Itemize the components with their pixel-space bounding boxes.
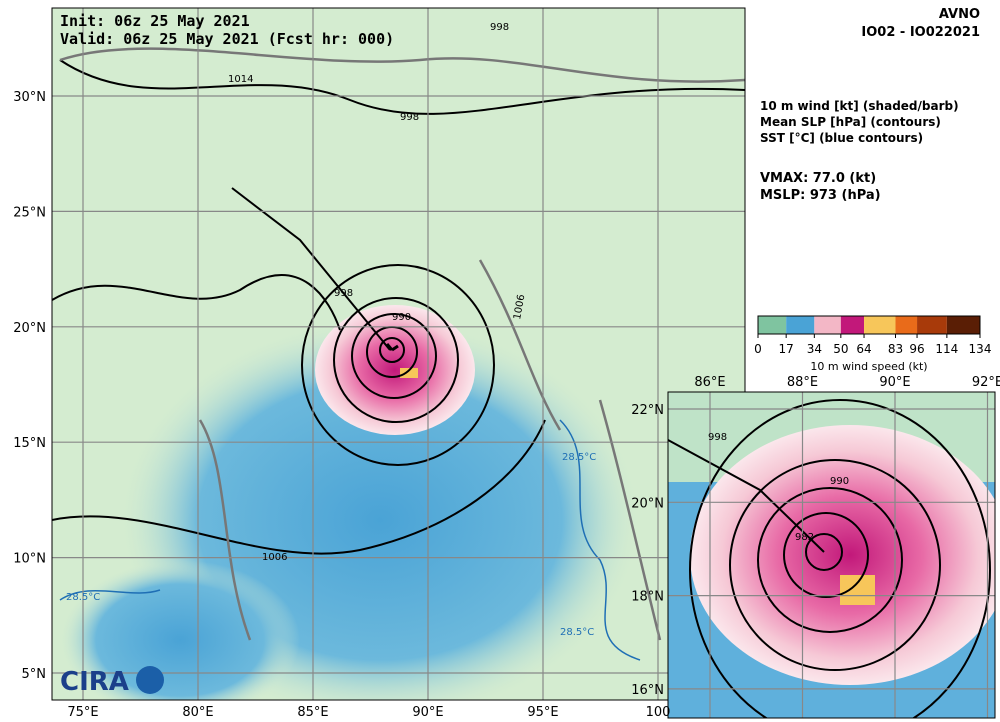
lat-label: 16°N [631,683,664,698]
mslp: MSLP: 973 (hPa) [760,188,881,203]
colorbar-tick-label: 134 [969,342,992,356]
lon-label: 75°E [67,705,98,720]
contour-label: 28.5°C [562,452,596,463]
inset-frame [667,391,996,719]
lon-label: 90°E [412,705,443,720]
lon-label: 92°E [972,375,1000,390]
inset-map: 990 982 998 [668,392,995,718]
legend-line: 10 m wind [kt] (shaded/barb) [760,99,959,113]
contour-label: 1006 [262,552,287,563]
colorbar-segment [917,316,947,334]
lat-label: 15°N [13,436,46,451]
colorbar-frame [757,315,981,335]
contour-label: 982 [795,532,814,543]
main-map: 998 1014 998 998 1006 990 1006 28.5°C 28… [52,8,745,700]
colorbar-segment [864,316,896,334]
lat-label: 10°N [13,552,46,567]
lon-label: 100 [646,705,671,720]
logo: CIRA [60,667,129,697]
contour-label: 998 [334,288,353,299]
logo-icon [136,666,164,694]
map-frame [51,7,746,701]
lon-label: 95°E [527,705,558,720]
colorbar-tick-label: 96 [909,342,924,356]
colorbar-segment [895,316,918,334]
colorbar-tick-label: 64 [856,342,871,356]
contour-label: 998 [490,22,509,33]
contour-label: 998 [400,112,419,123]
valid-time: Valid: 06z 25 May 2021 (Fcst hr: 000) [60,30,394,48]
colorbar-tick-label: 17 [779,342,794,356]
contour-label: 28.5°C [560,627,594,638]
legend-line: Mean SLP [hPa] (contours) [760,115,941,129]
colorbar-segment [946,316,980,334]
lat-label: 5°N [22,667,47,682]
init-time: Init: 06z 25 May 2021 [60,12,250,30]
contour-label: 998 [708,432,727,443]
colorbar-segment [814,316,841,334]
lon-label: 86°E [694,375,725,390]
colorbar-tick-label: 34 [807,342,822,356]
vmax: VMAX: 77.0 (kt) [760,171,876,186]
lon-label: 88°E [787,375,818,390]
lon-label: 85°E [297,705,328,720]
contour-label: 1006 [512,294,527,321]
colorbar-segment [786,316,815,334]
contour-label: 28.5°C [66,592,100,603]
lon-label: 80°E [182,705,213,720]
lat-label: 18°N [631,590,664,605]
lon-label: 90°E [879,375,910,390]
colorbar-tick-label: 114 [935,342,958,356]
colorbar: 0 17 34 50 64 83 96 114 134 [754,315,992,356]
lat-label: 25°N [13,205,46,220]
colorbar-tick-label: 0 [754,342,762,356]
lat-label: 22°N [631,403,664,418]
contour-label: 990 [830,476,849,487]
contour-label: 1014 [228,74,253,85]
grid [52,8,745,700]
storm-id: IO02 - IO022021 [861,25,980,40]
lat-label: 20°N [631,496,664,511]
model: AVNO [939,7,980,22]
storm-center [385,343,399,352]
colorbar-label: 10 m wind speed (kt) [810,360,927,373]
colorbar-tick-label: 50 [833,342,848,356]
lat-label: 20°N [13,321,46,336]
legend-line: SST [°C] (blue contours) [760,131,923,145]
colorbar-tick-label: 83 [888,342,903,356]
lat-label: 30°N [13,90,46,105]
contour-label: 990 [392,312,411,323]
colorbar-segment [758,316,787,334]
colorbar-segment [840,316,865,334]
